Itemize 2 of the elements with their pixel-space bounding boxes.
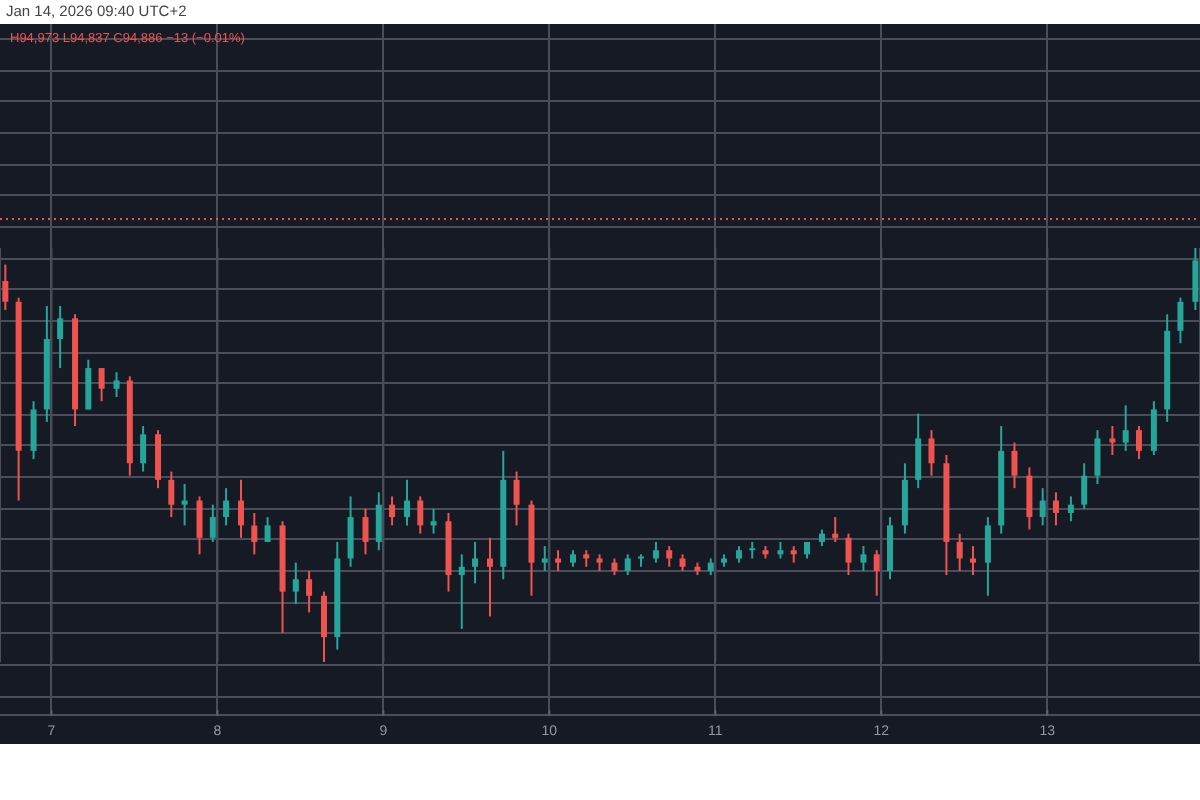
candlestick [749, 541, 756, 559]
candlestick [458, 554, 465, 629]
